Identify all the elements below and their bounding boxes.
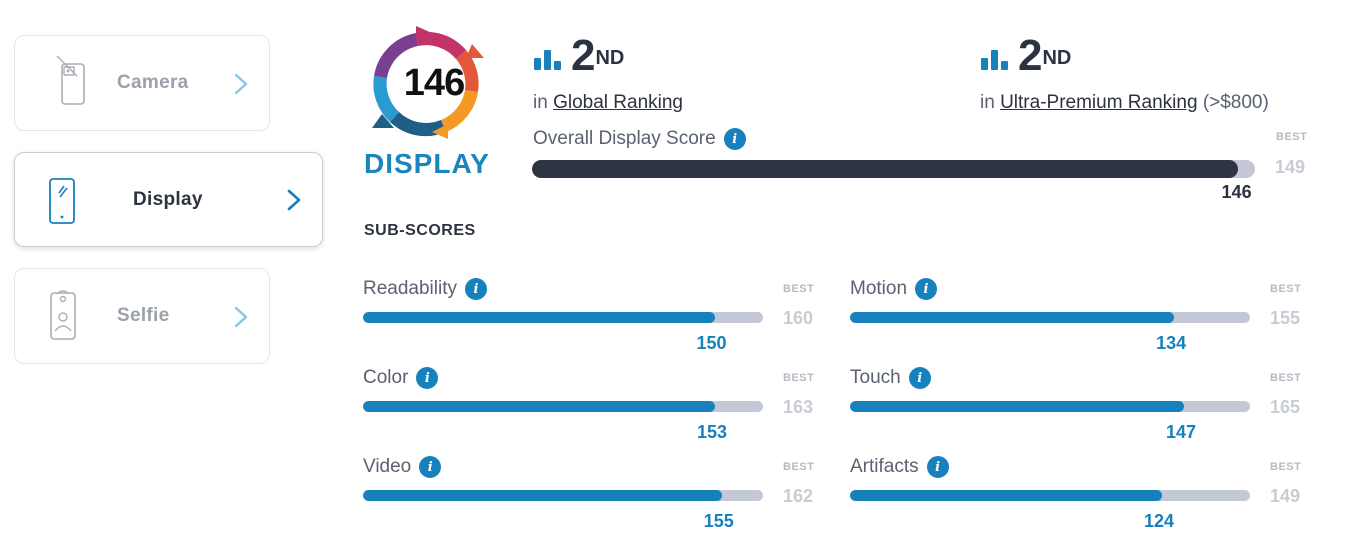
subscore-name: Motion xyxy=(850,278,908,299)
subscore-value: 153 xyxy=(696,422,727,442)
info-icon[interactable]: i xyxy=(419,456,442,478)
subscore-fill xyxy=(850,312,1175,323)
camera-phone-icon xyxy=(56,55,85,105)
overall-score-bar xyxy=(532,160,1255,178)
best-label: BEST xyxy=(783,283,815,295)
subscore-name: Artifacts xyxy=(850,456,919,477)
ranking-prefix: in xyxy=(533,92,548,113)
best-value: 149 xyxy=(1270,486,1301,506)
best-label: BEST xyxy=(783,372,815,384)
ranking-prefix: in xyxy=(980,92,995,113)
best-value: 165 xyxy=(1270,397,1301,417)
subscore-fill xyxy=(363,490,722,501)
subscore-value: 147 xyxy=(1166,422,1197,442)
info-icon[interactable]: i xyxy=(416,367,439,389)
info-icon[interactable]: i xyxy=(465,278,487,300)
subscore-title: Touch i xyxy=(850,367,931,389)
selfie-phone-icon xyxy=(50,290,76,340)
chevron-right-icon xyxy=(234,306,248,328)
subscore-bar xyxy=(850,490,1250,501)
subscore-name: Color xyxy=(363,367,409,388)
score-ring-icon xyxy=(372,26,484,139)
overall-score-label: Overall Display Score xyxy=(533,128,716,149)
price-note: (>$800) xyxy=(1202,92,1269,113)
subscore-bar xyxy=(850,401,1250,412)
best-value: 160 xyxy=(783,308,814,328)
global-ranking: 2ND in Global Ranking xyxy=(533,34,833,124)
tab-display-label: Display xyxy=(133,189,203,210)
subscore-name: Readability xyxy=(363,278,457,299)
ranking-line: in Ultra-Premium Ranking (>$800) xyxy=(980,92,1269,114)
subscore-bar xyxy=(850,312,1250,323)
info-icon[interactable]: i xyxy=(908,367,931,389)
best-value: 162 xyxy=(783,486,814,506)
best-value: 155 xyxy=(1270,308,1301,328)
subscore-fill xyxy=(850,401,1185,412)
subscore-title: Color i xyxy=(363,367,439,389)
best-value: 149 xyxy=(1275,157,1306,177)
badge-label: DISPLAY xyxy=(364,148,490,179)
best-label: BEST xyxy=(1270,461,1302,473)
subscore-bar xyxy=(363,401,763,412)
global-ranking-link[interactable]: Global Ranking xyxy=(553,92,683,113)
display-phone-icon xyxy=(49,178,75,224)
subscore-fill xyxy=(363,401,715,412)
subscore-title: Video i xyxy=(363,456,442,478)
subscore-title: Artifacts i xyxy=(850,456,949,478)
subscore-bar xyxy=(363,312,763,323)
subscore-name: Touch xyxy=(850,367,901,388)
ranking-position: 2ND xyxy=(571,31,625,80)
score-badge: 146 xyxy=(362,22,494,182)
tab-camera[interactable]: Camera xyxy=(14,35,270,131)
subscore-value: 150 xyxy=(696,333,727,353)
subscore-value: 124 xyxy=(1144,511,1175,531)
best-label: BEST xyxy=(1270,372,1302,384)
bar-chart-icon xyxy=(534,50,561,70)
tab-selfie-label: Selfie xyxy=(117,305,170,326)
ultra-premium-ranking-link[interactable]: Ultra-Premium Ranking xyxy=(1000,92,1198,113)
tab-selfie[interactable]: Selfie xyxy=(14,268,270,364)
chevron-right-icon xyxy=(234,73,248,95)
best-label: BEST xyxy=(1270,283,1302,295)
chevron-right-icon xyxy=(287,189,301,211)
info-icon[interactable]: i xyxy=(723,128,746,150)
subscore-value: 134 xyxy=(1156,333,1187,353)
overall-score-value: 146 xyxy=(1221,182,1252,202)
badge-score: 146 xyxy=(403,62,465,104)
tab-display[interactable]: Display xyxy=(14,152,323,247)
subscore-fill xyxy=(363,312,715,323)
subscore-title: Motion i xyxy=(850,278,938,300)
overall-score-fill xyxy=(532,160,1238,178)
subscores-heading: SUB-SCORES xyxy=(364,222,476,239)
subscore-value: 155 xyxy=(703,511,734,531)
best-label: BEST xyxy=(1276,131,1308,143)
bar-chart-icon xyxy=(981,50,1008,70)
ranking-position: 2ND xyxy=(1018,31,1072,80)
subscore-title: Readability i xyxy=(363,278,487,300)
tab-camera-label: Camera xyxy=(117,72,189,93)
info-icon[interactable]: i xyxy=(926,456,949,478)
best-value: 163 xyxy=(783,397,814,417)
segment-ranking: 2ND in Ultra-Premium Ranking (>$800) xyxy=(980,34,1320,124)
info-icon[interactable]: i xyxy=(915,278,938,300)
subscore-bar xyxy=(363,490,763,501)
best-label: BEST xyxy=(783,461,815,473)
subscore-name: Video xyxy=(363,456,412,477)
ranking-line: in Global Ranking xyxy=(533,92,683,114)
overall-score-title: Overall Display Score i xyxy=(533,128,746,150)
subscore-fill xyxy=(850,490,1163,501)
